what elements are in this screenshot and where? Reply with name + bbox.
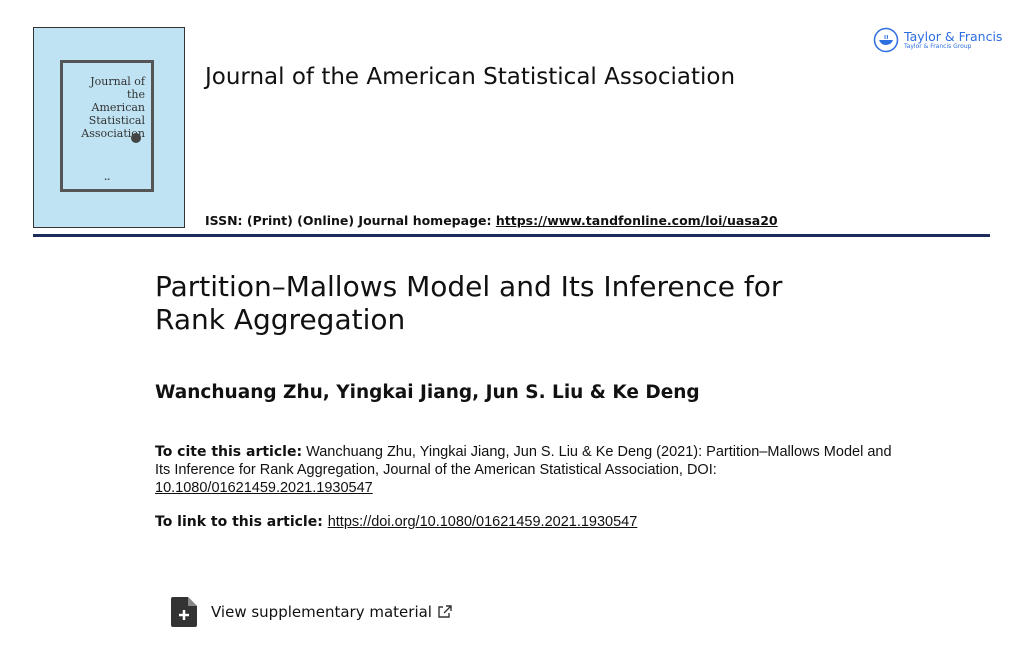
- seal-icon: [131, 133, 141, 143]
- article-authors: Wanchuang Zhu, Yingkai Jiang, Jun S. Liu…: [155, 382, 700, 403]
- external-link-icon: [438, 605, 452, 618]
- cite-text: Wanchuang Zhu, Yingkai Jiang, Jun S. Liu…: [155, 444, 892, 478]
- link-label: To link to this article:: [155, 514, 328, 530]
- header-divider: [33, 234, 990, 237]
- article-url-link[interactable]: https://doi.org/10.1080/01621459.2021.19…: [327, 514, 638, 530]
- article-title: Partition–Mallows Model and Its Inferenc…: [155, 270, 783, 336]
- doi-link[interactable]: 10.1080/01621459.2021.1930547: [155, 480, 373, 496]
- issn-line: ISSN: (Print) (Online) Journal homepage:…: [205, 213, 778, 228]
- supplementary-material-link[interactable]: View supplementary material: [171, 597, 452, 627]
- publisher-name: Taylor & Francis: [904, 28, 1003, 44]
- cover-issue-line: ▪ ▪: [104, 177, 110, 181]
- journal-title: Journal of the American Statistical Asso…: [205, 64, 736, 90]
- file-add-icon: [171, 597, 197, 627]
- cite-label: To cite this article:: [155, 444, 303, 460]
- issn-label: ISSN: (Print) (Online) Journal homepage:: [205, 213, 496, 228]
- citation: To cite this article: Wanchuang Zhu, Yin…: [155, 443, 895, 497]
- cover-frame: Journal of the American Statistical Asso…: [60, 60, 154, 192]
- cover-title: Journal of the American Statistical Asso…: [81, 75, 145, 140]
- publisher-logo: Taylor & Francis Taylor & Francis Group: [873, 27, 1002, 53]
- journal-cover-image: Journal of the American Statistical Asso…: [33, 27, 185, 228]
- publisher-group: Taylor & Francis Group: [904, 42, 972, 50]
- lamp-logo-icon: [873, 27, 899, 53]
- supplementary-label: View supplementary material: [211, 603, 432, 621]
- journal-homepage-link[interactable]: https://www.tandfonline.com/loi/uasa20: [495, 213, 778, 228]
- article-link-line: To link to this article: https://doi.org…: [155, 514, 637, 530]
